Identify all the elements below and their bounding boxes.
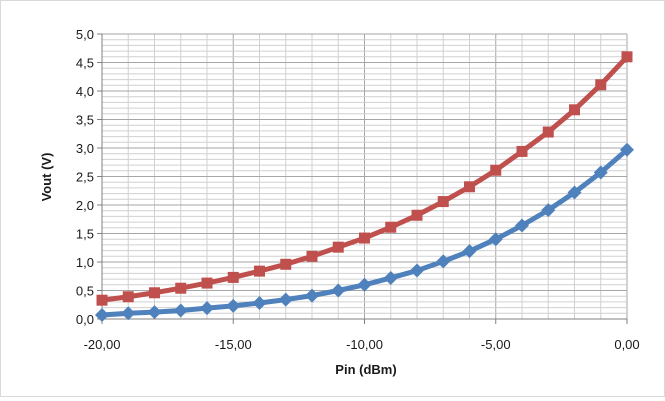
data-point-diamond bbox=[567, 185, 582, 200]
data-point-square bbox=[96, 294, 108, 306]
data-point-square bbox=[437, 196, 449, 208]
data-point-diamond bbox=[515, 218, 529, 233]
data-point-diamond bbox=[383, 270, 398, 285]
data-point-square bbox=[490, 164, 502, 176]
data-point-square bbox=[411, 209, 423, 221]
y-axis-title: Vout (V) bbox=[39, 153, 54, 202]
data-point-square bbox=[516, 145, 528, 157]
data-point-diamond bbox=[121, 306, 136, 321]
x-tick-label: -20,00 bbox=[84, 337, 121, 352]
series-1 bbox=[96, 51, 633, 306]
data-point-square bbox=[122, 291, 134, 303]
data-point-diamond bbox=[410, 263, 424, 278]
data-point-square bbox=[595, 79, 607, 91]
x-tick-label: -15,00 bbox=[215, 337, 252, 352]
y-tick-label: 0,5 bbox=[76, 284, 94, 299]
data-point-diamond bbox=[95, 308, 109, 323]
data-point-diamond bbox=[200, 301, 214, 316]
data-point-square bbox=[306, 250, 318, 262]
y-tick-label: 1,5 bbox=[76, 227, 94, 242]
data-point-square bbox=[332, 241, 344, 253]
data-point-square bbox=[254, 265, 265, 277]
data-point-diamond bbox=[226, 298, 241, 313]
data-point-diamond bbox=[278, 292, 293, 307]
data-point-square bbox=[201, 277, 213, 289]
x-axis-title: Pin (dBm) bbox=[335, 362, 396, 377]
y-tick-label: 2,0 bbox=[76, 198, 94, 213]
data-point-square bbox=[227, 271, 239, 283]
y-tick-label: 4,0 bbox=[76, 84, 94, 99]
data-point-diamond bbox=[173, 303, 188, 318]
series-2 bbox=[95, 142, 634, 323]
data-point-square bbox=[149, 287, 160, 299]
data-point-square bbox=[175, 282, 187, 294]
series-layer bbox=[95, 51, 634, 323]
x-tick-label: -10,00 bbox=[346, 337, 383, 352]
y-tick-label: 3,0 bbox=[76, 141, 94, 156]
y-tick-label: 3,5 bbox=[76, 113, 94, 128]
data-point-square bbox=[621, 51, 633, 63]
data-point-diamond bbox=[436, 254, 451, 269]
data-point-diamond bbox=[252, 296, 267, 311]
data-point-diamond bbox=[541, 203, 556, 218]
y-tick-label: 4,5 bbox=[76, 56, 94, 71]
data-point-diamond bbox=[147, 305, 162, 320]
data-point-square bbox=[464, 181, 475, 193]
y-tick-label: 5,0 bbox=[76, 27, 94, 42]
data-point-square bbox=[359, 232, 370, 244]
data-point-diamond bbox=[331, 283, 346, 298]
data-point-diamond bbox=[620, 142, 634, 157]
x-tick-label: -5,00 bbox=[481, 337, 511, 352]
data-point-square bbox=[385, 221, 397, 233]
tick-labels: 0,0 0,5 1,0 1,5 2,0 2,5 3,0 3,5 4,0 4,5 5,0 -20,00 -… bbox=[76, 27, 640, 352]
data-point-square bbox=[569, 104, 580, 116]
y-tick-label: 1,0 bbox=[76, 255, 94, 270]
data-point-diamond bbox=[357, 277, 372, 292]
data-point-square bbox=[280, 258, 292, 270]
y-tick-label: 0,0 bbox=[76, 312, 94, 327]
data-point-diamond bbox=[488, 232, 503, 247]
grid bbox=[101, 33, 628, 320]
y-tick-label: 2,5 bbox=[76, 170, 94, 185]
data-point-diamond bbox=[305, 288, 319, 303]
x-tick-label: 0,00 bbox=[614, 337, 639, 352]
data-point-diamond bbox=[593, 165, 608, 180]
data-point-diamond bbox=[462, 244, 477, 259]
data-point-square bbox=[542, 126, 554, 138]
